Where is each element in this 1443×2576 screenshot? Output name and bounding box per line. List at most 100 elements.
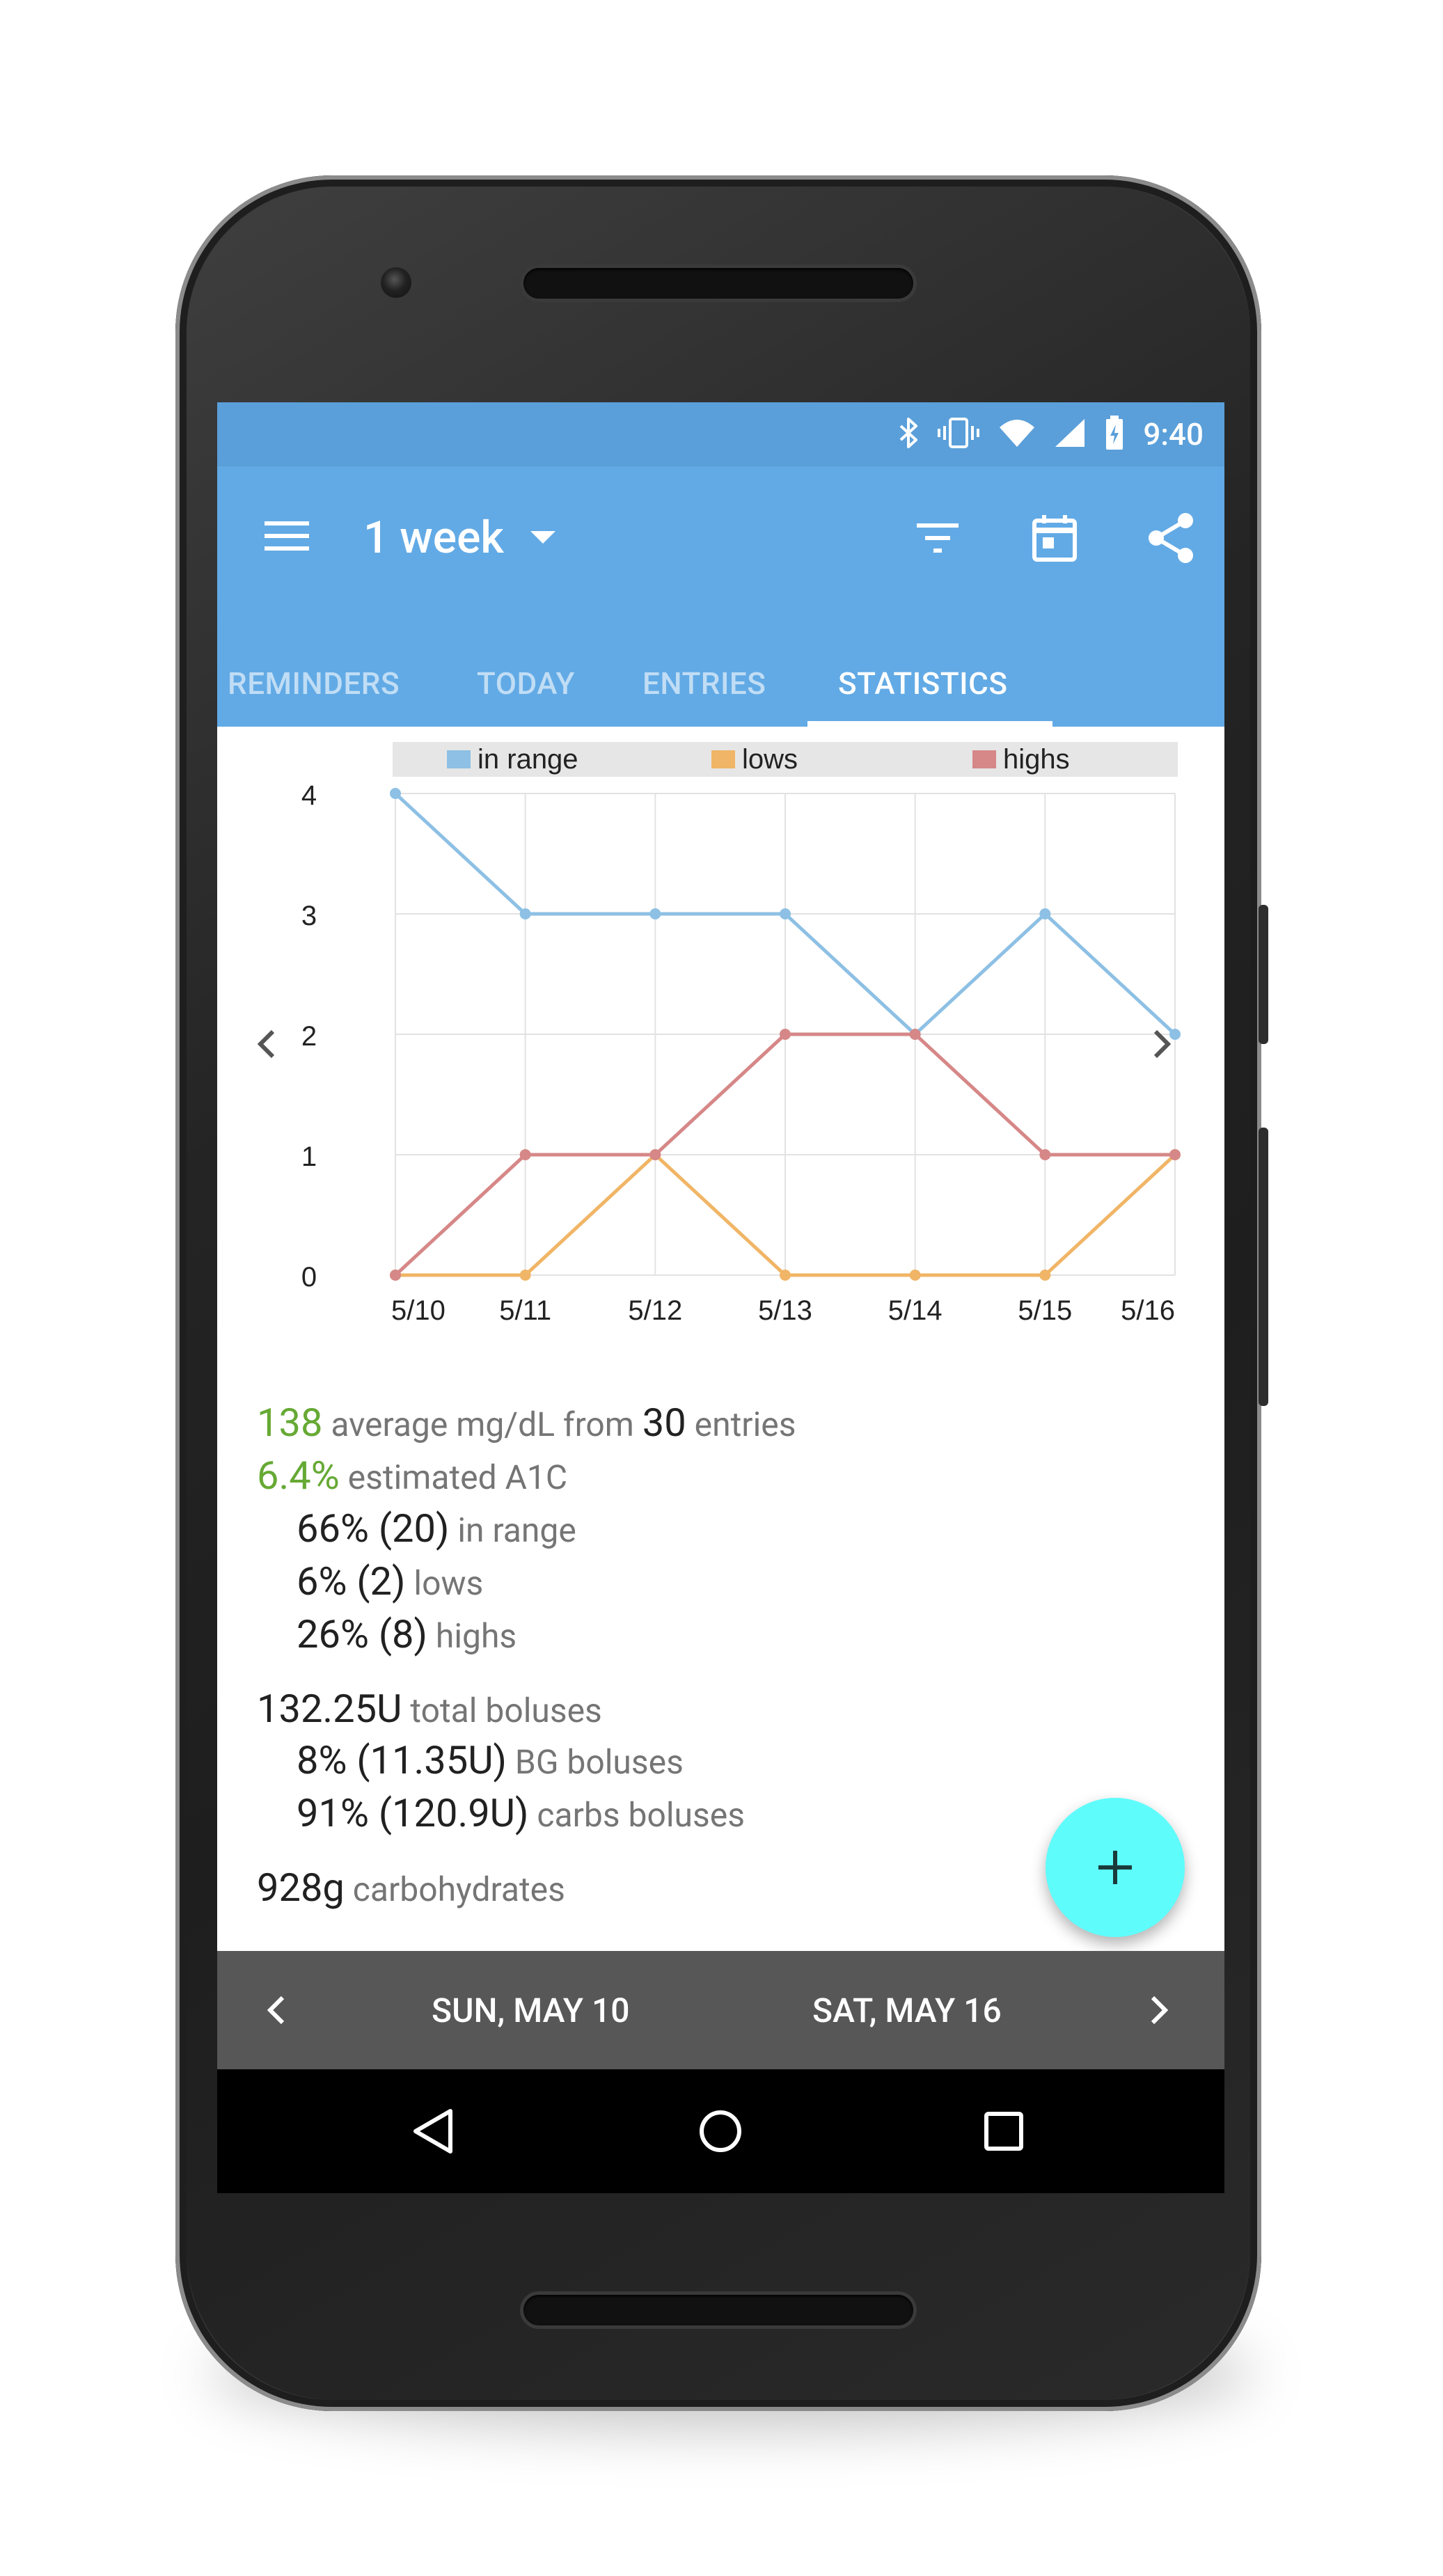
back-button[interactable] xyxy=(395,2093,471,2170)
date-prev-button[interactable] xyxy=(252,1986,301,2034)
lows-line: 6% (2) lows xyxy=(297,1558,483,1604)
x-tick-label: 5/12 xyxy=(628,1295,682,1326)
app-bar: 1 week REMINDERS TODAY ENTRIES STATISTIC… xyxy=(217,466,1224,727)
tab-reminders[interactable]: REMINDERS xyxy=(228,665,400,702)
wifi-icon xyxy=(998,416,1036,452)
legend-box xyxy=(393,742,1178,777)
in-range-line: 66% (20) in range xyxy=(297,1506,576,1551)
status-bar: 9:40 xyxy=(217,402,1224,466)
chart-prev-button[interactable] xyxy=(242,1020,291,1068)
data-point xyxy=(1039,1270,1051,1281)
top-speaker xyxy=(523,268,913,299)
tab-statistics[interactable]: STATISTICS xyxy=(838,665,1008,702)
calendar-icon xyxy=(1032,515,1077,562)
menu-button[interactable] xyxy=(259,508,315,564)
tab-entries[interactable]: ENTRIES xyxy=(642,665,766,702)
total-boluses-value: 132.25U xyxy=(257,1686,402,1732)
tab-today[interactable]: TODAY xyxy=(477,665,575,702)
legend-label: in range xyxy=(478,744,578,775)
chart-next-button[interactable] xyxy=(1137,1020,1186,1068)
x-tick-label: 5/13 xyxy=(758,1295,812,1326)
bg-boluses-label: BG boluses xyxy=(507,1742,684,1782)
menu-icon xyxy=(265,521,309,551)
filter-button[interactable] xyxy=(906,507,969,569)
average-value: 138 xyxy=(257,1400,323,1446)
x-tick-label: 5/16 xyxy=(1121,1295,1175,1326)
battery-icon xyxy=(1104,415,1125,454)
in-range-value: 66% (20) xyxy=(297,1506,450,1551)
carbs-boluses-value: 91% (120.9U) xyxy=(297,1790,529,1836)
power-button xyxy=(1259,905,1268,1044)
total-boluses-line: 132.25U total boluses xyxy=(257,1686,602,1732)
data-point xyxy=(1039,1149,1051,1160)
data-point xyxy=(1169,1029,1181,1040)
average-label: average mg/dL from xyxy=(322,1405,642,1444)
signal-icon xyxy=(1054,416,1086,452)
data-point xyxy=(519,1270,531,1281)
date-range-bar: SUN, MAY 10 SAT, MAY 16 xyxy=(217,1951,1224,2069)
chevron-right-icon xyxy=(1151,1996,1169,2025)
plus-icon xyxy=(1098,1851,1132,1884)
bg-boluses-line: 8% (11.35U) BG boluses xyxy=(297,1737,684,1783)
x-tick-label: 5/15 xyxy=(1018,1295,1072,1326)
highs-line: 26% (8) highs xyxy=(297,1611,517,1657)
y-tick-label: 3 xyxy=(301,901,317,931)
filter-icon xyxy=(917,523,959,553)
tab-bar: REMINDERS TODAY ENTRIES STATISTICS xyxy=(217,640,1224,727)
bg-boluses-value: 8% (11.35U) xyxy=(297,1737,507,1783)
legend-swatch-highs xyxy=(972,750,996,768)
y-tick-label: 1 xyxy=(301,1141,317,1172)
calendar-button[interactable] xyxy=(1023,507,1086,569)
period-label: 1 week xyxy=(363,511,504,564)
start-date[interactable]: SUN, MAY 10 xyxy=(432,1990,630,2030)
data-point xyxy=(780,1029,791,1040)
data-point xyxy=(1039,908,1051,919)
y-tick-label: 4 xyxy=(301,780,317,811)
chevron-right-icon xyxy=(1153,1029,1172,1059)
carbohydrates-value: 928g xyxy=(257,1865,345,1911)
data-point xyxy=(780,908,791,919)
data-point xyxy=(390,1270,401,1281)
date-next-button[interactable] xyxy=(1135,1986,1183,2034)
legend-label: highs xyxy=(1003,744,1070,775)
in-range-label: in range xyxy=(449,1510,576,1550)
a1c-line: 6.4% estimated A1C xyxy=(257,1453,567,1499)
active-tab-indicator xyxy=(807,721,1052,727)
data-point xyxy=(649,908,661,919)
add-entry-button[interactable] xyxy=(1046,1798,1185,1937)
data-point xyxy=(649,1149,661,1160)
lows-label: lows xyxy=(405,1563,484,1603)
period-dropdown[interactable]: 1 week xyxy=(363,509,555,565)
data-point xyxy=(519,908,531,919)
back-icon xyxy=(413,2109,452,2154)
chart-area: 0 1 2 3 4 5/10 5/11 5/12 5/13 5/14 5/15 5/16 in rang… xyxy=(217,727,1224,1388)
home-button[interactable] xyxy=(682,2093,759,2170)
end-date[interactable]: SAT, MAY 16 xyxy=(812,1990,1002,2030)
highs-label: highs xyxy=(427,1616,517,1656)
a1c-label: estimated A1C xyxy=(339,1457,568,1497)
y-tick-label: 2 xyxy=(301,1021,317,1052)
carbohydrates-label: carbohydrates xyxy=(344,1870,565,1909)
share-button[interactable] xyxy=(1140,507,1202,569)
total-boluses-label: total boluses xyxy=(402,1691,602,1730)
carbs-boluses-line: 91% (120.9U) carbs boluses xyxy=(297,1790,745,1836)
dropdown-caret-icon xyxy=(530,531,555,544)
legend-swatch-in-range xyxy=(447,750,471,768)
volume-button xyxy=(1259,1128,1268,1406)
home-icon xyxy=(700,2110,741,2152)
front-camera xyxy=(381,267,411,298)
data-point xyxy=(1169,1149,1181,1160)
recents-icon xyxy=(984,2112,1023,2151)
data-point xyxy=(390,788,401,799)
x-tick-label: 5/14 xyxy=(888,1295,943,1326)
data-point xyxy=(780,1270,791,1281)
bottom-speaker xyxy=(523,2295,913,2325)
clock: 9:40 xyxy=(1143,416,1204,452)
entries-label: entries xyxy=(686,1405,796,1444)
lows-value: 6% (2) xyxy=(297,1558,406,1604)
recents-button[interactable] xyxy=(965,2093,1042,2170)
share-icon xyxy=(1149,513,1193,563)
bluetooth-icon xyxy=(898,416,919,452)
entry-count: 30 xyxy=(642,1400,686,1446)
x-tick-label: 5/10 xyxy=(391,1295,445,1326)
